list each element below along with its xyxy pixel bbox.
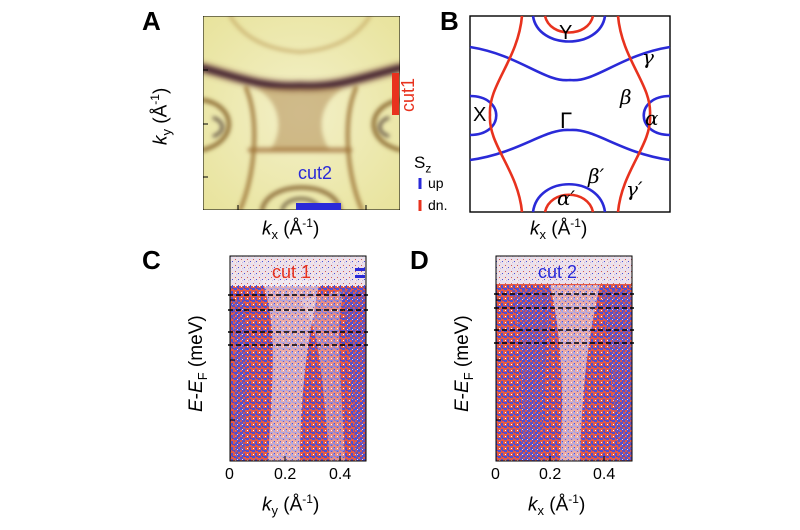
panel-d-xtick-2: 0.4 [593,466,616,483]
panel-b-xlabel: kx (Å-1) [530,216,588,243]
cut2-label: cut2 [298,163,333,183]
panel-a-xlabel: kx (Å-1) [262,216,320,243]
legend-dn: dn. [428,197,448,213]
band-alpha-prime: α′ [557,186,576,210]
panel-d-label: D [410,245,429,275]
band-beta: β [620,85,632,109]
panel-d-xtick-0: 0 [491,466,500,483]
panel-c-xlabel: ky (Å-1) [262,492,320,519]
cut1-marker [392,73,399,115]
panel-b-label: B [440,6,459,36]
panel-d-xtick-1: 0.2 [539,466,562,483]
band-gamma: γ [642,45,654,69]
panel-c-ylabel: E-EF (meV) [186,315,210,412]
band-beta-prime: β′ [588,164,605,188]
band-gamma-prime: γ′ [626,177,643,201]
legend-title: Sz [414,153,432,176]
panel-d-ylabel: E-EF (meV) [452,315,476,412]
panel-c-title: cut 1 [272,262,312,282]
cut2-marker [296,203,341,210]
point-x: X [473,104,487,126]
point-y: Y [559,22,573,44]
band-alpha: α [645,106,659,130]
legend-up: up [428,175,444,191]
cut1-label: cut1 [398,77,418,112]
panel-c-xtick-0: 0 [225,466,234,483]
panel-d-title: cut 2 [538,262,578,282]
panel-c-xtick-1: 0.2 [274,466,297,483]
fermi-surface-diagram [469,15,671,213]
point-gamma: Γ [560,108,573,133]
panel-c-label: C [142,245,161,275]
panel-c-spectrum [230,256,366,461]
panel-d-xlabel: kx (Å-1) [528,492,586,519]
panel-a-label: A [142,6,161,36]
panel-c-xtick-2: 0.4 [329,466,352,483]
panel-d-spectrum [496,256,632,461]
panel-a-ylabel: ky (Å-1) [148,87,175,145]
